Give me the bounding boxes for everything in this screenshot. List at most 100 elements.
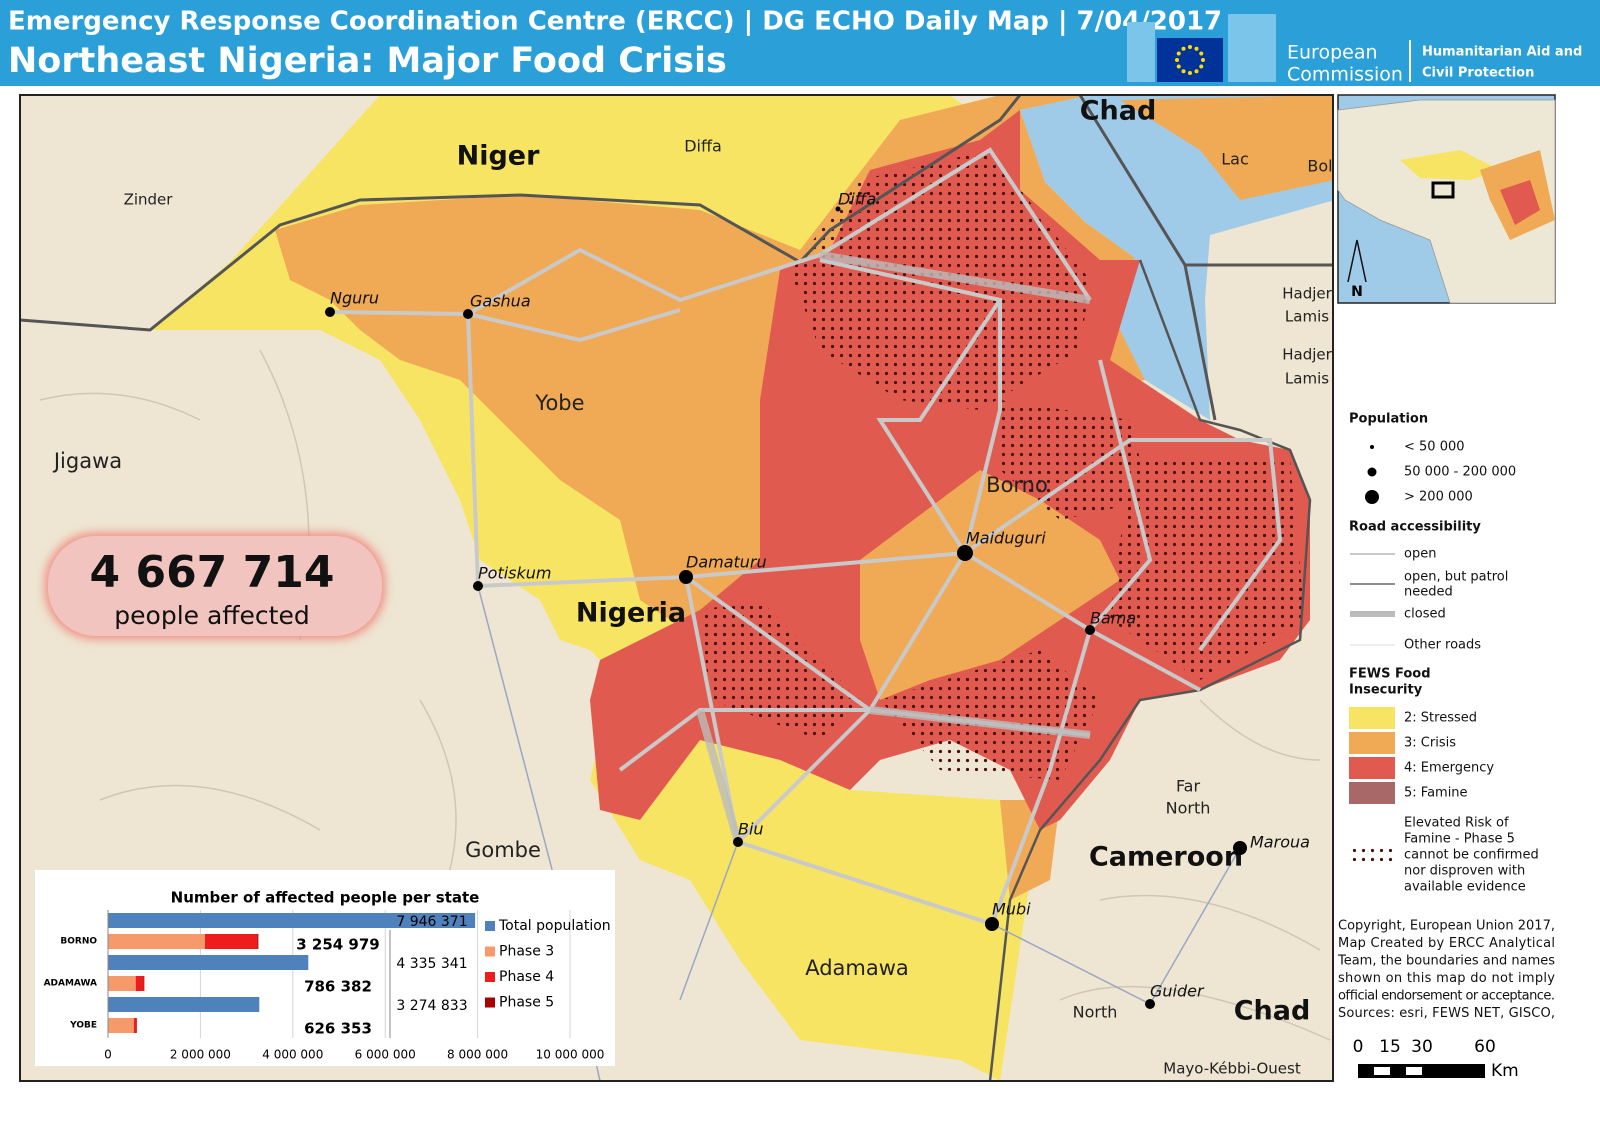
city-label: Nguru bbox=[330, 289, 379, 308]
bar bbox=[205, 934, 257, 949]
city-label: Biu bbox=[738, 820, 764, 839]
region-label: Lamis bbox=[1285, 308, 1329, 326]
legend-label: Famine - Phase 5 bbox=[1404, 832, 1515, 847]
x-tick-label: 0 bbox=[104, 1048, 112, 1062]
copyright-line: Team, the boundaries and names bbox=[1337, 954, 1555, 969]
region-label: Diffa bbox=[684, 137, 722, 156]
logo-text: Commission bbox=[1287, 64, 1403, 86]
legend-title: Insecurity bbox=[1349, 683, 1423, 698]
x-tick-label: 10 000 000 bbox=[536, 1048, 605, 1062]
region-label: Yobe bbox=[534, 391, 584, 415]
city-label: Maroua bbox=[1250, 833, 1310, 852]
legend-label: open bbox=[1404, 547, 1436, 562]
scale-label: 30 bbox=[1411, 1037, 1433, 1057]
category-label: ADAMAWA bbox=[44, 979, 97, 989]
region-label: Bol bbox=[1307, 157, 1332, 176]
country-label: Nigeria bbox=[576, 598, 686, 629]
legend-swatch bbox=[1349, 707, 1395, 729]
region-label: North bbox=[1166, 799, 1211, 818]
badge-value: 4 667 714 bbox=[90, 547, 335, 598]
scale-bar bbox=[1374, 1067, 1390, 1075]
value-label: 7 946 371 bbox=[396, 914, 467, 930]
city-dot bbox=[473, 581, 483, 591]
badge-caption: people affected bbox=[114, 601, 309, 630]
inset-map bbox=[1338, 95, 1555, 303]
category-label: YOBE bbox=[69, 1021, 97, 1031]
logo-text: European bbox=[1287, 42, 1378, 64]
bar bbox=[108, 976, 136, 991]
region-label: Mayo-Kébbi-Ouest bbox=[1163, 1060, 1301, 1078]
legend-swatch bbox=[485, 972, 495, 982]
legend-label: closed bbox=[1404, 607, 1446, 622]
city-dot bbox=[679, 570, 693, 584]
region-label: Hadjer bbox=[1282, 346, 1332, 364]
value-label: 3 274 833 bbox=[396, 998, 467, 1014]
city-label: Maiduguri bbox=[966, 529, 1046, 548]
legend-label: > 200 000 bbox=[1404, 490, 1473, 505]
bar bbox=[108, 955, 308, 970]
scale-unit: Km bbox=[1491, 1061, 1519, 1081]
bar bbox=[136, 976, 144, 991]
legend-label: Total population bbox=[498, 918, 611, 934]
country-label: Niger bbox=[457, 141, 540, 172]
copyright-line: Sources: esri, FEWS NET, GISCO, bbox=[1338, 1006, 1555, 1021]
legend-label: cannot be confirmed bbox=[1404, 848, 1539, 863]
bar bbox=[108, 934, 205, 949]
copyright-line: official endorsement or acceptance. bbox=[1338, 989, 1555, 1004]
region-label: Hadjer bbox=[1282, 285, 1332, 303]
legend-swatch bbox=[1352, 845, 1395, 865]
legend-label: needed bbox=[1404, 585, 1453, 600]
header-title: Emergency Response Coordination Centre (… bbox=[8, 7, 1222, 37]
x-tick-label: 8 000 000 bbox=[447, 1048, 508, 1062]
affected-label: 3 254 979 bbox=[296, 936, 380, 954]
bar bbox=[257, 934, 258, 949]
logo-text: Humanitarian Aid and bbox=[1422, 45, 1582, 60]
scale-label: 60 bbox=[1474, 1037, 1496, 1057]
legend-dot bbox=[1368, 468, 1377, 477]
legend-dot bbox=[1365, 490, 1379, 504]
scale-label: 15 bbox=[1379, 1037, 1401, 1057]
legend-title: Road accessibility bbox=[1349, 520, 1481, 535]
inset-north: N bbox=[1351, 284, 1363, 300]
x-tick-label: 4 000 000 bbox=[262, 1048, 323, 1062]
city-dot bbox=[733, 837, 743, 847]
copyright-line: Map Created by ERCC Analytical bbox=[1338, 936, 1555, 951]
bar bbox=[108, 997, 259, 1012]
legend-swatch bbox=[485, 947, 495, 957]
legend-label: 4: Emergency bbox=[1404, 761, 1494, 776]
country-label: Cameroon bbox=[1089, 842, 1243, 873]
city-dot bbox=[1233, 841, 1247, 855]
city-label: Bama bbox=[1090, 609, 1136, 628]
legend-swatch bbox=[1349, 782, 1395, 804]
copyright-line: Copyright, European Union 2017, bbox=[1338, 919, 1555, 934]
copyright-line: shown on this map do not imply bbox=[1338, 971, 1555, 986]
bar bbox=[134, 1018, 137, 1033]
city-label: Diffa bbox=[838, 190, 876, 209]
legend-label: open, but patrol bbox=[1404, 570, 1508, 585]
city-dot bbox=[463, 309, 473, 319]
region-label: Far bbox=[1176, 777, 1201, 796]
affected-label: 786 382 bbox=[304, 978, 372, 996]
legend-label: Phase 3 bbox=[499, 944, 554, 960]
region-label: Gombe bbox=[465, 838, 541, 862]
header-subtitle: Northeast Nigeria: Major Food Crisis bbox=[8, 41, 727, 81]
scale-bar bbox=[1406, 1067, 1422, 1075]
x-tick-label: 2 000 000 bbox=[170, 1048, 231, 1062]
city-label: Damaturu bbox=[686, 553, 767, 572]
region-label: North bbox=[1073, 1003, 1118, 1022]
logo-text: Civil Protection bbox=[1422, 66, 1534, 81]
legend-label: Phase 4 bbox=[499, 969, 554, 985]
city-dot bbox=[1145, 999, 1155, 1009]
legend-label: Elevated Risk of bbox=[1404, 816, 1509, 831]
country-label: Chad bbox=[1080, 96, 1157, 127]
legend-swatch bbox=[485, 921, 495, 931]
legend-swatch bbox=[485, 998, 495, 1008]
legend-label: 50 000 - 200 000 bbox=[1404, 465, 1516, 480]
region-label: Lamis bbox=[1285, 370, 1329, 388]
region-label: Lac bbox=[1221, 150, 1249, 169]
legend-dot bbox=[1370, 445, 1374, 449]
region-label: Borno bbox=[986, 473, 1048, 497]
region-label: Adamawa bbox=[805, 956, 909, 980]
